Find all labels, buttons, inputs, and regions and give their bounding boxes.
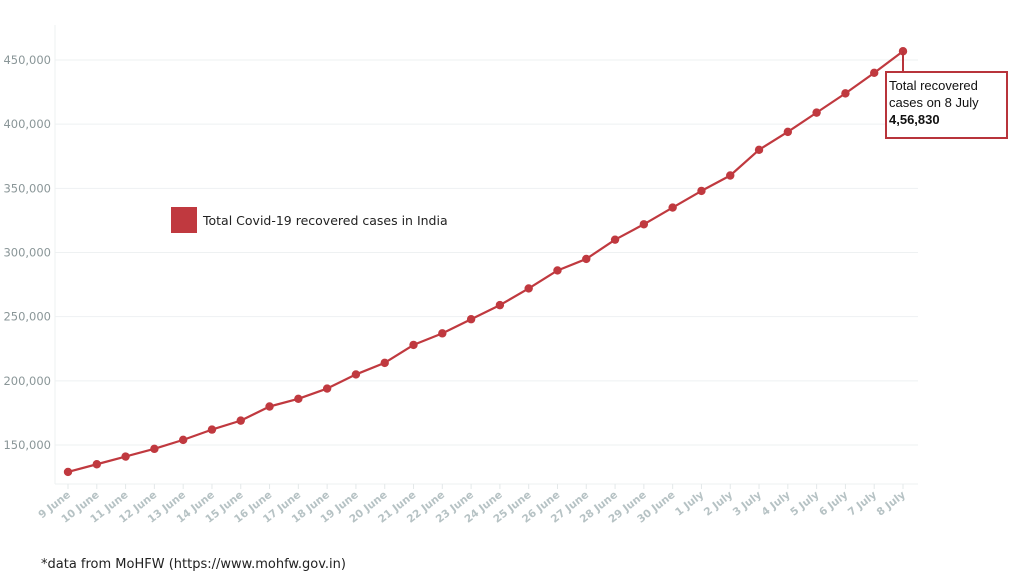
data-point[interactable]: [150, 444, 159, 454]
data-point[interactable]: [582, 254, 591, 264]
y-axis: 150,000 200,000 250,000 300,000 350,000 400,0…: [3, 53, 51, 452]
data-point[interactable]: [610, 235, 620, 244]
series-line: [67, 50, 904, 474]
data-point[interactable]: [726, 171, 735, 180]
data-point[interactable]: [178, 435, 188, 445]
data-point[interactable]: [265, 402, 274, 411]
x-tick-label: 1 July: [673, 489, 706, 519]
annotation-line-1: Total recovered: [889, 78, 978, 93]
data-point[interactable]: [841, 89, 850, 98]
data-point[interactable]: [524, 284, 533, 293]
data-point[interactable]: [121, 452, 130, 461]
legend-label: Total Covid-19 recovered cases in India: [203, 212, 448, 228]
data-point[interactable]: [294, 394, 303, 403]
x-tick-label: 5 July: [788, 489, 821, 519]
data-point[interactable]: [495, 300, 505, 310]
data-point[interactable]: [438, 329, 447, 338]
source-footnote: *data from MoHFW (https://www.mohfw.gov.…: [41, 557, 346, 572]
y-tick-label: 400,000: [3, 117, 51, 131]
data-point[interactable]: [697, 186, 706, 196]
y-tick-label: 250,000: [3, 310, 51, 324]
legend: Total Covid-19 recovered cases in India: [171, 207, 448, 233]
x-tick-label: 8 July: [875, 489, 908, 519]
x-tick-label: 2 July: [702, 489, 735, 519]
data-point[interactable]: [92, 460, 101, 469]
data-point[interactable]: [351, 370, 361, 379]
data-point[interactable]: [380, 358, 389, 368]
data-point[interactable]: [812, 108, 821, 117]
x-tick-label: 7 July: [846, 489, 879, 519]
data-point[interactable]: [322, 384, 332, 393]
series-recovered-cases: [63, 47, 908, 477]
y-tick-label: 300,000: [3, 246, 51, 260]
data-point[interactable]: [466, 315, 476, 324]
data-point[interactable]: [236, 416, 245, 425]
y-tick-label: 150,000: [3, 438, 51, 452]
data-point[interactable]: [783, 127, 793, 137]
data-point[interactable]: [668, 203, 677, 212]
legend-swatch: [171, 207, 197, 233]
data-point[interactable]: [870, 68, 879, 78]
gridlines: [54, 25, 918, 485]
data-point[interactable]: [63, 467, 73, 477]
annotation-value: 4,56,830: [889, 112, 940, 127]
data-point[interactable]: [553, 266, 562, 275]
annotation-box: Total recovered cases on 8 July 4,56,830: [885, 71, 1008, 139]
data-point[interactable]: [207, 425, 217, 434]
x-tick-label: 6 July: [817, 489, 850, 519]
data-point[interactable]: [409, 340, 418, 350]
y-tick-label: 200,000: [3, 374, 51, 388]
annotation-line-2: cases on 8 July: [889, 95, 979, 110]
y-tick-label: 450,000: [3, 53, 51, 67]
y-tick-label: 350,000: [3, 181, 51, 195]
x-tick-label: 4 July: [759, 489, 792, 519]
x-tick-label: 3 July: [731, 489, 764, 519]
data-point[interactable]: [754, 145, 764, 155]
data-point[interactable]: [639, 220, 649, 229]
